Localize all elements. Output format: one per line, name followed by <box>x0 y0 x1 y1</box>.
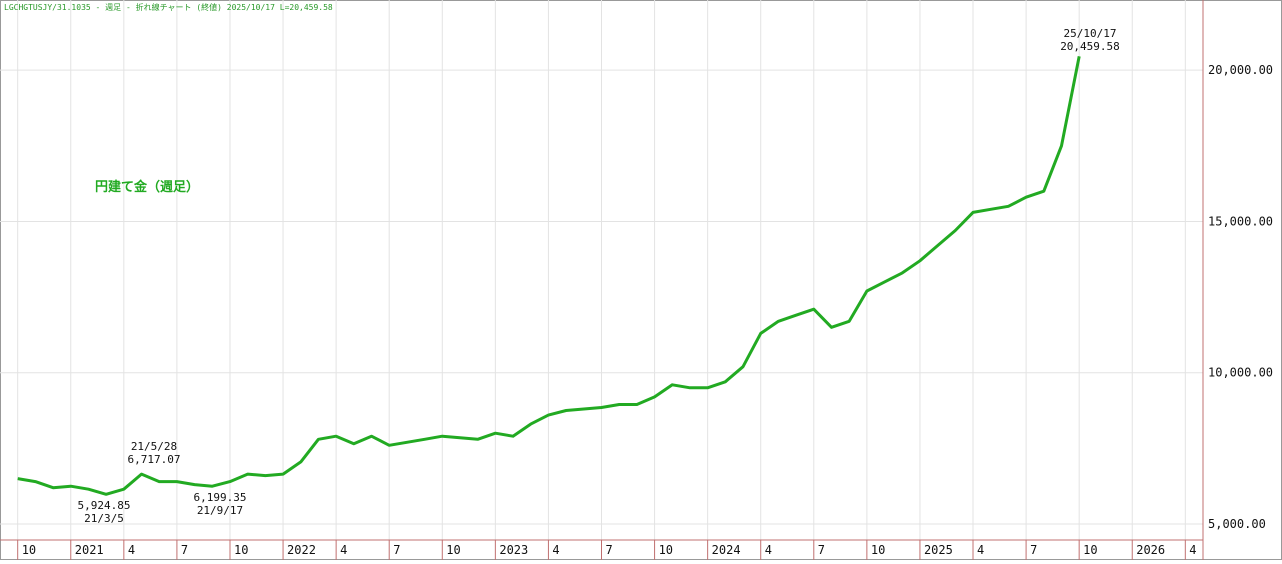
annotation: 21/3/5 <box>84 512 124 525</box>
x-tick-label: 4 <box>765 543 772 557</box>
x-tick-label: 4 <box>340 543 347 557</box>
y-tick-label: 20,000.00 <box>1208 63 1273 77</box>
x-tick-label: 4 <box>977 543 984 557</box>
y-tick-label: 15,000.00 <box>1208 214 1273 228</box>
x-tick-label: 4 <box>128 543 135 557</box>
annotation: 20,459.58 <box>1060 40 1120 53</box>
x-tick-label: 10 <box>22 543 36 557</box>
x-tick-label: 2026 <box>1136 543 1165 557</box>
x-tick-label: 2024 <box>712 543 741 557</box>
x-tick-label: 7 <box>393 543 400 557</box>
x-tick-label: 7 <box>181 543 188 557</box>
x-tick-label: 2021 <box>75 543 104 557</box>
y-tick-label: 10,000.00 <box>1208 366 1273 380</box>
x-tick-label: 2023 <box>499 543 528 557</box>
x-tick-label: 10 <box>871 543 885 557</box>
x-tick-label: 10 <box>446 543 460 557</box>
annotation: 21/9/17 <box>197 504 243 517</box>
annotation: 5,924.85 <box>78 499 131 512</box>
x-tick-label: 2025 <box>924 543 953 557</box>
x-tick-label: 2022 <box>287 543 316 557</box>
x-tick-label: 7 <box>818 543 825 557</box>
annotation: 6,717.07 <box>128 453 181 466</box>
annotation: 6,199.35 <box>194 491 247 504</box>
annotation: 25/10/17 <box>1064 27 1117 40</box>
y-tick-label: 5,000.00 <box>1208 517 1266 531</box>
price-line <box>17 56 1081 496</box>
x-tick-label: 10 <box>1083 543 1097 557</box>
series-label: 円建て金（週足） <box>95 179 199 195</box>
x-tick-label: 7 <box>1030 543 1037 557</box>
chart-title: LGCHGTUSJY/31.1035 - 週足 - 折れ線チャート (終値) 2… <box>4 2 333 12</box>
x-tick-label: 4 <box>1189 543 1196 557</box>
x-tick-label: 7 <box>606 543 613 557</box>
annotation: 21/5/28 <box>131 440 177 453</box>
x-tick-label: 10 <box>234 543 248 557</box>
x-tick-label: 10 <box>659 543 673 557</box>
x-tick-label: 4 <box>552 543 559 557</box>
